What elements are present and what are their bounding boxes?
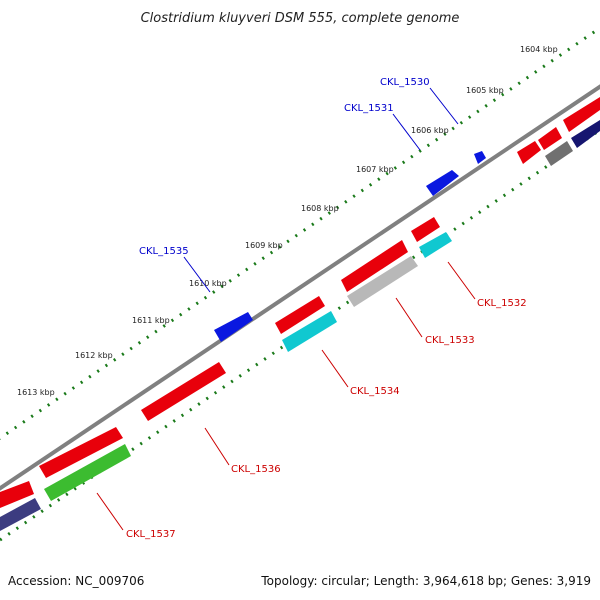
map-title: Clostridium kluyveri DSM 555, complete g…	[141, 11, 460, 26]
tick-labels: 1604 kbp 1605 kbp 1606 kbp 1607 kbp 1608…	[17, 45, 558, 397]
gene-arrow[interactable]	[474, 151, 486, 164]
gene-arrow[interactable]	[39, 427, 123, 478]
gene-label[interactable]: CKL_1534	[350, 386, 400, 397]
tick-label: 1605 kbp	[466, 86, 504, 95]
gene-label[interactable]: CKL_1531	[344, 103, 394, 114]
tick-label: 1609 kbp	[245, 241, 283, 250]
gene-label[interactable]: CKL_1535	[139, 246, 189, 257]
gene-label[interactable]: CKL_1532	[477, 298, 527, 309]
tick-label: 1604 kbp	[520, 45, 558, 54]
gene-arrow[interactable]	[538, 127, 562, 150]
gene-label[interactable]: CKL_1536	[231, 464, 281, 475]
gene-label[interactable]: CKL_1530	[380, 77, 430, 88]
gene-arrow[interactable]	[141, 362, 226, 421]
tick-label: 1610 kbp	[189, 279, 227, 288]
gene-arrow[interactable]	[44, 444, 131, 501]
gene-arrow[interactable]	[411, 217, 440, 242]
gene-arrow[interactable]	[275, 296, 325, 334]
tick-label: 1611 kbp	[132, 316, 170, 325]
forward-genes	[214, 151, 486, 342]
gene-arrow[interactable]	[214, 312, 253, 342]
gene-arrow[interactable]	[419, 232, 452, 258]
tick-label: 1613 kbp	[17, 388, 55, 397]
gene-arrow[interactable]	[517, 141, 541, 164]
gene-arrow[interactable]	[545, 141, 573, 166]
accession-text: Accession: NC_009706	[8, 574, 145, 588]
gene-label[interactable]: CKL_1533	[425, 335, 475, 346]
tick-label: 1608 kbp	[301, 204, 339, 213]
gene-arrow[interactable]	[563, 97, 600, 132]
gene-arrow[interactable]	[571, 120, 600, 148]
gene-arrow[interactable]	[347, 256, 418, 307]
tick-label: 1607 kbp	[356, 165, 394, 174]
tick-label: 1612 kbp	[75, 351, 113, 360]
label-leaders	[96, 87, 476, 531]
gene-arrow[interactable]	[0, 481, 34, 508]
gene-arrow[interactable]	[0, 498, 41, 531]
tick-label: 1606 kbp	[411, 126, 449, 135]
genome-summary-text: Topology: circular; Length: 3,964,618 bp…	[261, 574, 591, 588]
genome-backbone	[0, 84, 600, 491]
tick-ruler-outer	[0, 26, 600, 440]
reverse-genes	[0, 97, 600, 531]
gene-label[interactable]: CKL_1537	[126, 529, 176, 540]
gene-arrow[interactable]	[426, 170, 459, 196]
gene-labels: CKL_1530 CKL_1531 CKL_1535 CKL_1532 CKL_…	[126, 77, 527, 540]
gene-arrow[interactable]	[282, 311, 337, 352]
gene-arrow[interactable]	[341, 240, 408, 292]
